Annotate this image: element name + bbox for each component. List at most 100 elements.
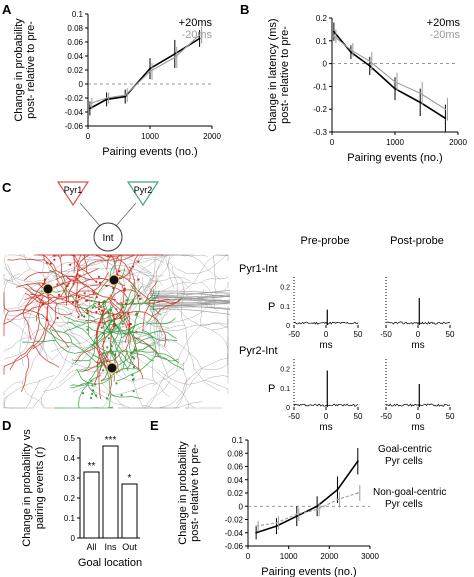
neurite xyxy=(85,306,114,324)
data-point xyxy=(255,525,258,528)
bouton-dot xyxy=(83,292,86,295)
neurite xyxy=(89,332,106,346)
neurite xyxy=(104,322,147,333)
neurite xyxy=(44,302,73,316)
panel-b: B -0.3 -0.2 -0.1 0 0.1 0.2 0 1000 2000 Pairing ev… xyxy=(240,2,467,164)
x-tick-label: 0 xyxy=(324,412,329,421)
y-tick-label: 0.06 xyxy=(227,463,243,472)
neurite xyxy=(7,258,45,261)
axon-bundle xyxy=(149,301,231,306)
neurite xyxy=(98,360,103,400)
x-tick-label: 50 xyxy=(354,330,363,339)
x-tick-label: 1000 xyxy=(280,552,298,561)
bouton-dot xyxy=(131,301,134,304)
neurite xyxy=(109,303,113,325)
axon-bundle xyxy=(149,295,231,301)
neurite xyxy=(78,257,118,272)
neurite xyxy=(155,356,185,371)
y-axis-label-line2: post- relative to pre- xyxy=(189,444,201,542)
y-tick-label: 0 xyxy=(286,323,290,330)
neurite xyxy=(51,329,73,343)
bouton-dot xyxy=(137,278,140,281)
x-axis-label: Pairing events (no.) xyxy=(102,146,197,158)
chart-a: -0.06 -0.04 -0.02 0 0.02 0.04 0.06 0.08 0.1 0 1000… xyxy=(13,10,221,158)
bouton-dot xyxy=(91,389,95,392)
neurite xyxy=(30,293,58,305)
bouton-dot xyxy=(46,319,49,322)
neurite xyxy=(91,272,109,292)
bouton-dot xyxy=(69,263,72,266)
bouton-dot xyxy=(80,314,83,317)
neurite xyxy=(132,325,137,344)
neurite xyxy=(123,326,167,349)
neurite xyxy=(148,333,178,342)
bouton-dot xyxy=(115,371,118,374)
y-tick-label: -0.1 xyxy=(313,82,327,91)
neurite xyxy=(41,347,71,398)
x-tick-label: 1000 xyxy=(141,132,159,141)
bouton-dot xyxy=(128,323,131,326)
x-axis-label: ms xyxy=(411,422,424,433)
x-tick-label: 0 xyxy=(416,330,421,339)
axon-bundle xyxy=(149,292,231,298)
axon-bundle xyxy=(149,306,231,310)
neurite xyxy=(96,396,111,409)
panel-letter-e: E xyxy=(150,418,159,433)
bouton-dot xyxy=(123,289,126,292)
neurite xyxy=(50,268,99,289)
neurite xyxy=(87,364,104,384)
neurite xyxy=(49,269,67,291)
bouton-dot xyxy=(118,270,121,273)
bouton-dot xyxy=(101,309,104,312)
neurite xyxy=(20,354,30,392)
neurite xyxy=(139,288,155,306)
data-point xyxy=(149,70,151,73)
bouton-dot xyxy=(78,274,81,277)
neurite xyxy=(20,303,45,315)
bouton-dot xyxy=(95,280,98,283)
chart-b: -0.3 -0.2 -0.1 0 0.1 0.2 0 1000 2000 Pairing even… xyxy=(267,14,467,164)
neurite xyxy=(89,335,97,361)
bouton-dot xyxy=(103,300,106,303)
neurite xyxy=(55,340,97,354)
neurite xyxy=(130,277,152,314)
bouton-dot xyxy=(76,273,79,276)
data-point xyxy=(332,35,335,38)
bouton-dot xyxy=(100,326,103,329)
neurite xyxy=(8,309,48,320)
x-tick-label: 2000 xyxy=(449,138,467,147)
neurite xyxy=(225,255,229,261)
bar xyxy=(102,445,119,539)
neurite xyxy=(110,382,156,397)
bouton-dot xyxy=(94,383,97,386)
neurite xyxy=(64,322,86,333)
neurite xyxy=(71,342,103,368)
data-point xyxy=(88,102,91,105)
neurite xyxy=(65,275,91,280)
neurite xyxy=(131,350,155,353)
neurite xyxy=(22,339,56,343)
neurite xyxy=(78,375,102,409)
x-axis-label: ms xyxy=(319,422,332,433)
neurite xyxy=(58,368,96,384)
neurite xyxy=(48,323,69,349)
pyr2-label: Pyr2 xyxy=(134,185,153,195)
bouton-dot xyxy=(42,283,45,286)
y-tick-label: 0 xyxy=(286,405,290,412)
neurite xyxy=(155,352,179,362)
bouton-dot xyxy=(95,310,98,314)
neurite xyxy=(128,331,133,353)
y-tick-label: 0.04 xyxy=(227,476,243,485)
neurite xyxy=(96,308,105,362)
x-axis-label: Pairing events (no.) xyxy=(347,152,442,164)
neurite xyxy=(114,279,125,320)
bouton-dot xyxy=(53,258,56,261)
neurite xyxy=(97,350,111,366)
neurite xyxy=(212,254,217,295)
bouton-dot xyxy=(137,294,140,297)
neurite xyxy=(140,254,187,260)
neurite xyxy=(17,282,47,307)
bouton-dot xyxy=(131,378,135,381)
y-tick-label: -0.06 xyxy=(225,542,244,551)
neurite xyxy=(51,345,84,352)
